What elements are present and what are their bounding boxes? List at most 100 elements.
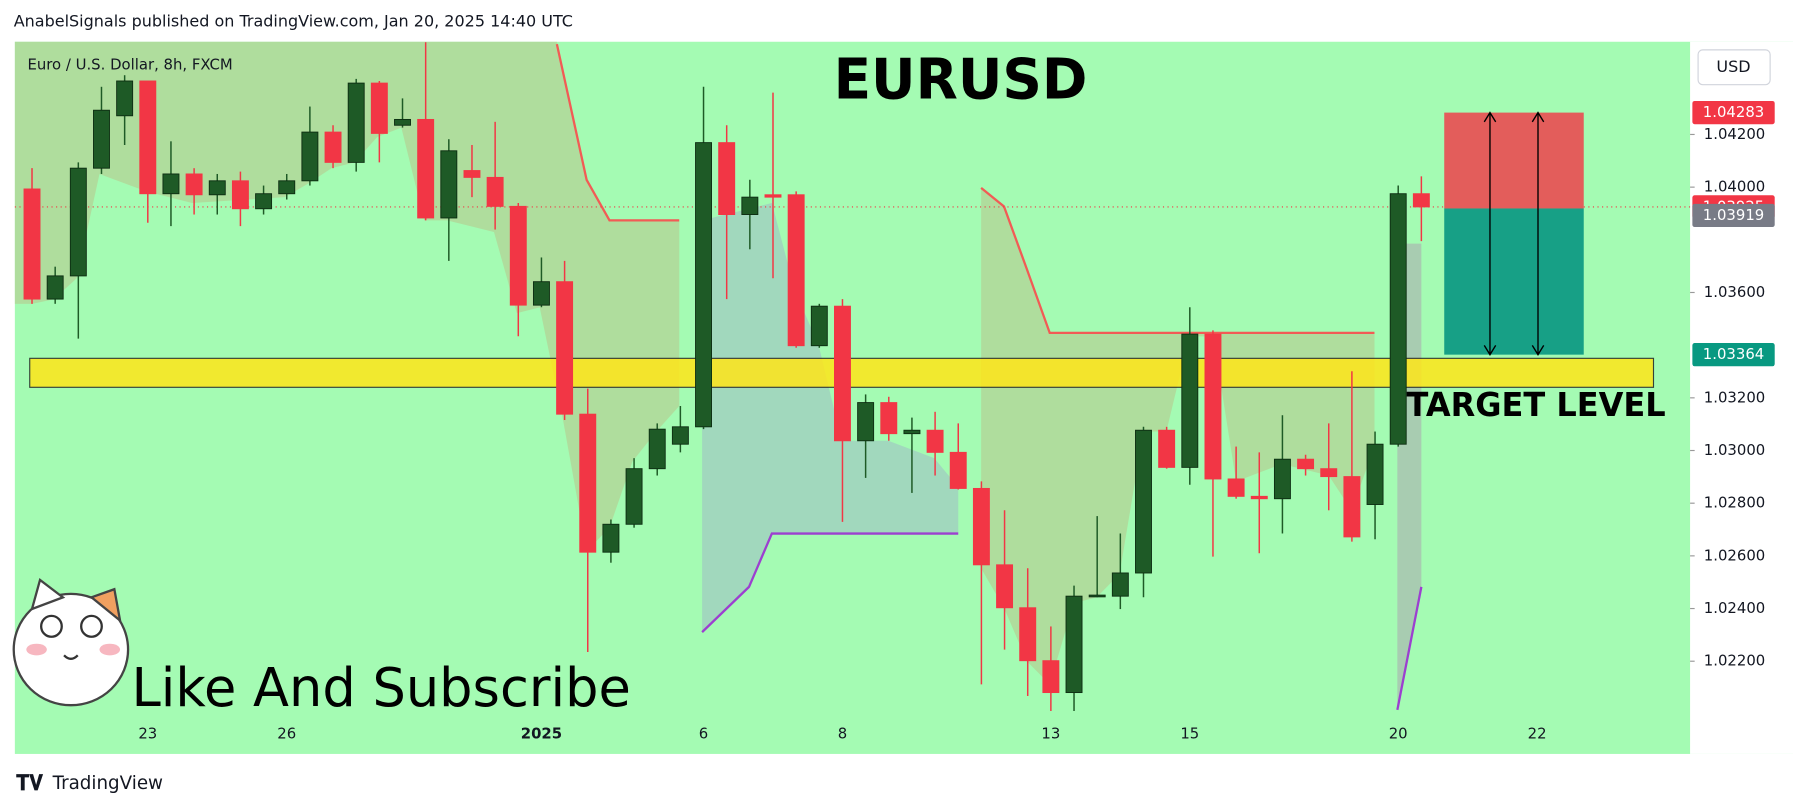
- footer: TradingView: [52, 773, 163, 794]
- candle-body: [1343, 476, 1361, 538]
- candle-body: [278, 180, 296, 195]
- x-tick-label: 15: [1180, 725, 1199, 743]
- y-tick-label: 1.03600: [1704, 283, 1765, 301]
- symbol: Euro / U.S. Dollar, 8h, FXCM: [27, 55, 232, 73]
- candle-body: [486, 176, 504, 207]
- arrow-head: [1531, 344, 1545, 356]
- candle-body: [741, 196, 759, 215]
- annotation: Like And Subscribe: [132, 658, 631, 719]
- candle-body: [1204, 333, 1222, 480]
- candle-body: [1111, 572, 1129, 597]
- price-label-bg: [1692, 343, 1775, 367]
- annotation: TARGET LEVEL: [1406, 386, 1665, 424]
- candle-body: [1181, 333, 1199, 468]
- price-label-bg: [1692, 203, 1775, 228]
- arrow-head: [1483, 344, 1497, 356]
- candle-body: [996, 564, 1014, 609]
- candle-body: [324, 131, 342, 163]
- candle-body: [972, 487, 990, 566]
- candle-body: [671, 426, 689, 445]
- candle-body: [787, 194, 805, 347]
- candle-body: [23, 188, 41, 300]
- cloud-area: [14, 41, 680, 551]
- candle-body: [116, 80, 134, 117]
- stop-box: [1444, 112, 1584, 209]
- cat-eye: [80, 614, 103, 638]
- candle-body: [1389, 193, 1407, 445]
- candle-body: [1088, 594, 1106, 598]
- price-label: 1.03919: [1703, 206, 1764, 224]
- indicator-line: [555, 43, 680, 222]
- candle-body: [1227, 478, 1245, 497]
- candle-body: [440, 150, 458, 219]
- indicator-layer: [14, 41, 1423, 711]
- candle-body: [139, 80, 157, 195]
- candle-body: [394, 118, 411, 126]
- header: AnabelSignals published on TradingView.c…: [14, 11, 573, 30]
- y-tick-label: 1.03200: [1704, 388, 1765, 406]
- y-tick-label: 1.02600: [1704, 546, 1765, 564]
- candle-body: [718, 142, 736, 215]
- candle-body: [1250, 495, 1268, 500]
- y-tick-label: 1.04000: [1704, 178, 1765, 196]
- price-label: 1.03364: [1703, 345, 1764, 363]
- candle-body: [602, 523, 620, 553]
- candle-body: [695, 142, 712, 428]
- cat-cheek: [99, 643, 121, 656]
- target-box: [1444, 208, 1584, 355]
- currency-button[interactable]: [1697, 49, 1771, 86]
- candle-body: [648, 428, 666, 470]
- candle-body: [1158, 429, 1176, 468]
- candle-body: [857, 402, 875, 442]
- currency[interactable]: USD: [1716, 57, 1750, 76]
- x-tick-label: 23: [138, 725, 157, 743]
- arrow-head: [1531, 111, 1545, 123]
- candle-body: [1019, 607, 1037, 662]
- candle-body: [1065, 595, 1083, 694]
- candle-body: [1366, 443, 1384, 505]
- candle-body: [255, 193, 273, 210]
- cat-ear: [89, 587, 122, 624]
- candle-body: [1135, 429, 1152, 574]
- candle-body: [1320, 468, 1338, 478]
- cloud-area: [702, 202, 959, 633]
- candle-body: [463, 170, 481, 178]
- candle-body: [1412, 193, 1430, 208]
- cat-eye: [40, 614, 63, 638]
- candle-body: [417, 118, 435, 219]
- candle-body: [764, 194, 782, 198]
- arrow-head: [1483, 111, 1497, 123]
- candle-body: [810, 305, 828, 347]
- candle-body: [1297, 458, 1315, 470]
- cloud-area: [981, 187, 1375, 685]
- x-tick-label: 8: [838, 725, 847, 743]
- candle-body: [880, 402, 898, 435]
- cat-mouth: [63, 654, 79, 660]
- indicator-line: [701, 532, 959, 633]
- x-tick-label: 22: [1528, 725, 1547, 743]
- y-tick-label: 1.02200: [1704, 652, 1765, 670]
- candle-body: [69, 167, 87, 277]
- y-tick-label: 1.02800: [1704, 494, 1765, 512]
- candle-body: [46, 275, 64, 300]
- x-tick-label: 6: [699, 725, 708, 743]
- y-tick-label: 1.03000: [1704, 441, 1765, 459]
- candle-body: [509, 205, 527, 306]
- price-label: 1.04283: [1703, 103, 1764, 121]
- indicator-line: [1396, 586, 1423, 711]
- candle-body: [370, 82, 388, 134]
- x-tick-label: 2025: [521, 725, 562, 743]
- x-tick-label: 20: [1389, 725, 1408, 743]
- candle-body: [903, 429, 921, 435]
- candle-body: [162, 173, 180, 195]
- indicator-line: [980, 186, 1375, 335]
- candle-body: [93, 109, 110, 169]
- x-tick-label: 26: [277, 725, 296, 743]
- candle-body: [208, 180, 226, 196]
- candle-body: [185, 173, 203, 196]
- candle-body: [579, 413, 597, 553]
- price-scale: [1690, 41, 1793, 754]
- candle-body: [347, 82, 365, 163]
- candle-body: [926, 429, 944, 453]
